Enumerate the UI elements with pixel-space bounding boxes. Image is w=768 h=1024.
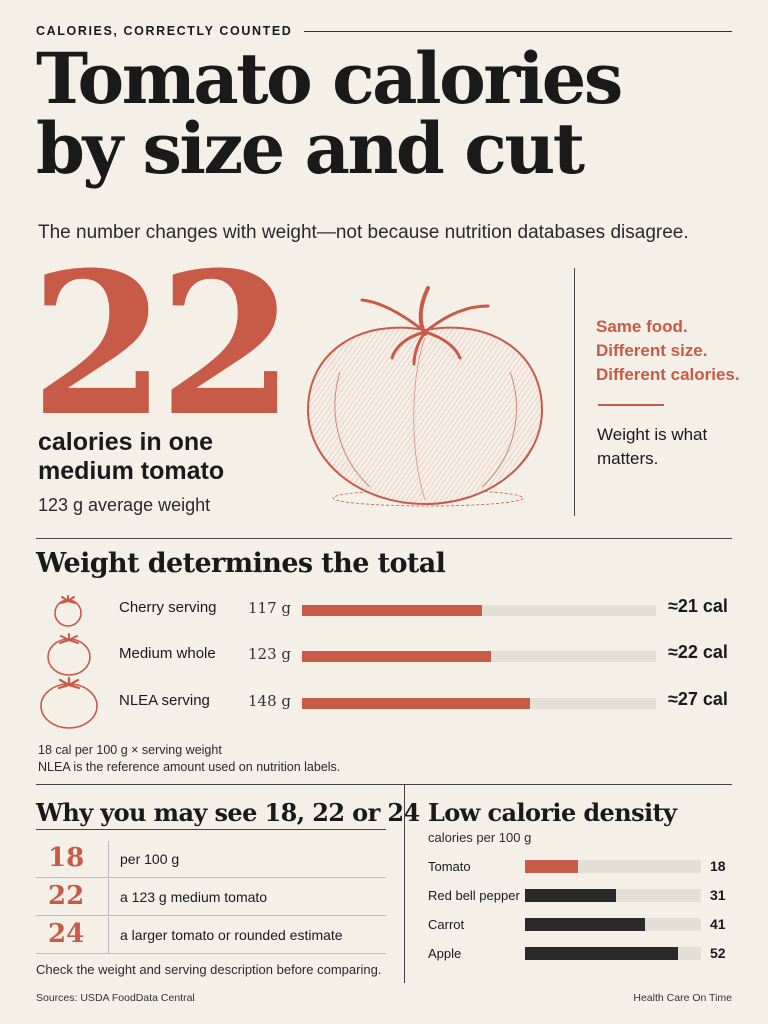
side-note-black-line-1: Weight is what: [597, 425, 708, 444]
section-divider: [36, 538, 732, 539]
side-note-red: Same food. Different size. Different cal…: [596, 315, 740, 387]
density-row-track: [525, 860, 701, 873]
large-tomato-icon: [40, 676, 98, 729]
density-subtitle: calories per 100 g: [428, 830, 532, 845]
side-note-rule: [598, 404, 664, 406]
section-divider: [36, 784, 732, 785]
title-line-1: Tomato calories: [36, 37, 623, 120]
side-note-black-line-2: matters.: [597, 449, 659, 468]
density-bar: [525, 889, 616, 902]
density-row-track: [525, 918, 701, 931]
weight-row: Cherry serving 117 g ≈21 cal: [36, 585, 736, 635]
side-note-line-2: Different size.: [596, 341, 708, 360]
why-row: 24 a larger tomato or rounded estimate: [36, 917, 386, 954]
weight-row-grams: 148 g: [248, 692, 292, 710]
subtitle: The number changes with weight—not becau…: [38, 222, 689, 243]
density-row: Tomato 18: [428, 856, 738, 878]
why-row: 18 per 100 g: [36, 841, 386, 878]
why-rule: [36, 829, 386, 830]
density-bar: [525, 918, 646, 931]
weight-row-calories: ≈27 cal: [668, 689, 728, 709]
density-row-label: Tomato: [428, 859, 471, 874]
why-row-text: a 123 g medium tomato: [120, 889, 268, 905]
weight-section-title: Weight determines the total: [36, 548, 446, 579]
why-row-text: per 100 g: [120, 851, 180, 867]
weight-row-track: [302, 651, 656, 662]
weight-bar: [302, 651, 492, 662]
column-divider: [404, 785, 405, 983]
medium-tomato-icon: [47, 633, 91, 676]
brand-footer: Health Care On Time: [633, 992, 732, 1004]
weight-row-track: [302, 605, 656, 616]
density-row-label: Red bell pepper: [428, 888, 520, 903]
why-row-number: 18: [48, 843, 85, 873]
title-line-2: by size and cut: [36, 107, 585, 190]
weight-row: NLEA serving 148 g ≈27 cal: [36, 676, 736, 729]
why-section-title: Why you may see 18, 22 or 24: [36, 798, 420, 827]
page-title: Tomato calories by size and cut: [36, 44, 736, 184]
weight-bar: [302, 698, 530, 709]
why-row-text: a larger tomato or rounded estimate: [120, 927, 343, 943]
sources-footer: Sources: USDA FoodData Central: [36, 992, 195, 1004]
density-row-value: 52: [710, 945, 726, 961]
weight-row: Medium whole 123 g ≈22 cal: [36, 631, 736, 681]
hero-label: calories in one medium tomato: [38, 428, 298, 486]
density-row-label: Carrot: [428, 917, 465, 932]
weight-row-label: Medium whole: [119, 645, 216, 662]
density-row-track: [525, 947, 701, 960]
why-note: Check the weight and serving description…: [36, 962, 382, 977]
density-row-value: 41: [710, 916, 726, 932]
small-tomato-icon: [54, 595, 82, 627]
hero-weight: 123 g average weight: [38, 495, 211, 515]
weight-row-grams: 123 g: [248, 645, 292, 663]
side-note-line-1: Same food.: [596, 317, 688, 336]
kicker-rule: [304, 30, 732, 32]
hero-divider: [574, 268, 575, 516]
hero-label-line-2: medium tomato: [38, 457, 225, 485]
why-row: 22 a 123 g medium tomato: [36, 879, 386, 916]
why-row-separator: [108, 917, 109, 954]
density-row: Carrot 41: [428, 914, 738, 936]
tomato-illustration: [306, 286, 544, 507]
kicker-row: CALORIES, CORRECTLY COUNTED: [36, 22, 732, 40]
density-row: Red bell pepper 31: [428, 885, 738, 907]
weight-row-calories: ≈21 cal: [668, 596, 728, 616]
density-row: Apple 52: [428, 943, 738, 965]
weight-row-label: NLEA serving: [119, 692, 210, 709]
density-bar: [525, 860, 578, 873]
density-row-label: Apple: [428, 946, 462, 961]
weight-row-grams: 117 g: [248, 599, 292, 617]
side-note-line-3: Different calories.: [596, 365, 740, 384]
why-row-number: 24: [48, 919, 85, 949]
density-row-value: 31: [710, 887, 726, 903]
why-row-number: 22: [48, 881, 85, 911]
side-note-black: Weight is what matters.: [597, 423, 707, 471]
hero-number: 22: [30, 230, 295, 460]
density-bar: [525, 947, 678, 960]
density-row-track: [525, 889, 701, 902]
hero-label-line-1: calories in one: [38, 428, 214, 456]
formula-text: 18 cal per 100 g × serving weight: [38, 743, 222, 757]
density-section-title: Low calorie density: [428, 798, 677, 827]
formula-note: 18 cal per 100 g × serving weight NLEA i…: [38, 742, 340, 776]
density-row-value: 18: [710, 858, 726, 874]
weight-bar: [302, 605, 483, 616]
weight-row-track: [302, 698, 656, 709]
weight-row-calories: ≈22 cal: [668, 642, 728, 662]
kicker: CALORIES, CORRECTLY COUNTED: [36, 24, 293, 38]
nlea-note: NLEA is the reference amount used on nut…: [38, 760, 341, 774]
why-row-separator: [108, 879, 109, 916]
weight-row-label: Cherry serving: [119, 599, 217, 616]
why-row-separator: [108, 841, 109, 878]
